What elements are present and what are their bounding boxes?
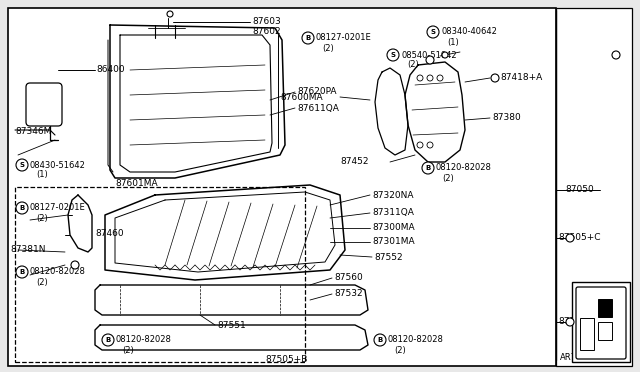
Text: 87505+B: 87505+B (265, 356, 307, 365)
Circle shape (612, 51, 620, 59)
Text: 87311QA: 87311QA (372, 208, 414, 218)
Text: 08340-40642: 08340-40642 (441, 28, 497, 36)
FancyBboxPatch shape (26, 83, 62, 126)
Text: 87505+C: 87505+C (558, 234, 600, 243)
Circle shape (16, 266, 28, 278)
Text: 87380: 87380 (492, 113, 521, 122)
FancyBboxPatch shape (580, 318, 594, 350)
Text: 08540-51042: 08540-51042 (401, 51, 456, 60)
Circle shape (566, 234, 574, 242)
Text: 87532: 87532 (334, 289, 363, 298)
Text: S: S (390, 52, 396, 58)
Text: 08127-0201E: 08127-0201E (316, 33, 372, 42)
Circle shape (426, 56, 434, 64)
Text: (2): (2) (36, 278, 48, 286)
Text: 87300MA: 87300MA (372, 224, 415, 232)
Text: 08430-51642: 08430-51642 (30, 160, 86, 170)
Circle shape (167, 11, 173, 17)
Text: 87381N: 87381N (10, 246, 45, 254)
Circle shape (71, 261, 79, 269)
FancyBboxPatch shape (576, 287, 626, 359)
Circle shape (302, 32, 314, 44)
Text: 87603: 87603 (252, 17, 281, 26)
Text: 87600MA: 87600MA (280, 93, 323, 102)
Text: 08120-82028: 08120-82028 (30, 267, 86, 276)
Text: 87601MA: 87601MA (115, 179, 157, 187)
Circle shape (387, 49, 399, 61)
Text: 87501A: 87501A (558, 317, 593, 327)
Circle shape (16, 202, 28, 214)
Text: 87602: 87602 (252, 28, 280, 36)
Text: 87611QA: 87611QA (297, 103, 339, 112)
Text: (2): (2) (442, 173, 454, 183)
Text: (2): (2) (394, 346, 406, 355)
Circle shape (102, 334, 114, 346)
Text: (2): (2) (407, 61, 419, 70)
Text: 87552: 87552 (374, 253, 403, 262)
Text: 08127-0201E: 08127-0201E (30, 203, 86, 212)
Circle shape (566, 318, 574, 326)
FancyBboxPatch shape (598, 322, 612, 340)
Text: S: S (19, 162, 24, 168)
Text: 87452: 87452 (340, 157, 369, 167)
Text: B: B (305, 35, 310, 41)
Circle shape (427, 26, 439, 38)
Text: (1): (1) (36, 170, 48, 179)
Text: 87560: 87560 (334, 273, 363, 282)
Text: B: B (106, 337, 111, 343)
Text: 08120-82028: 08120-82028 (436, 164, 492, 173)
Text: B: B (378, 337, 383, 343)
Text: 87418+A: 87418+A (500, 74, 542, 83)
Text: (1): (1) (447, 38, 459, 46)
Circle shape (16, 159, 28, 171)
FancyBboxPatch shape (8, 8, 556, 366)
FancyBboxPatch shape (572, 282, 630, 362)
Text: (2): (2) (322, 44, 333, 52)
Text: B: B (426, 165, 431, 171)
Circle shape (442, 52, 448, 58)
Text: B: B (19, 269, 24, 275)
Text: 87551: 87551 (217, 321, 246, 330)
Text: B: B (19, 205, 24, 211)
Text: (2): (2) (36, 214, 48, 222)
FancyBboxPatch shape (598, 299, 612, 317)
Text: AR70*0.9: AR70*0.9 (560, 353, 600, 362)
Circle shape (374, 334, 386, 346)
Text: 86400: 86400 (96, 65, 125, 74)
Text: S: S (431, 29, 435, 35)
Circle shape (491, 74, 499, 82)
Text: 87320NA: 87320NA (372, 190, 413, 199)
Text: 08120-82028: 08120-82028 (388, 336, 444, 344)
Text: (2): (2) (122, 346, 134, 355)
Text: 87301MA: 87301MA (372, 237, 415, 247)
Text: 08120-82028: 08120-82028 (116, 336, 172, 344)
Text: 87346M: 87346M (15, 128, 51, 137)
Circle shape (422, 162, 434, 174)
Text: 87460: 87460 (95, 228, 124, 237)
Text: 87050: 87050 (565, 186, 594, 195)
Text: 87620PA: 87620PA (297, 87, 337, 96)
FancyBboxPatch shape (556, 8, 632, 366)
